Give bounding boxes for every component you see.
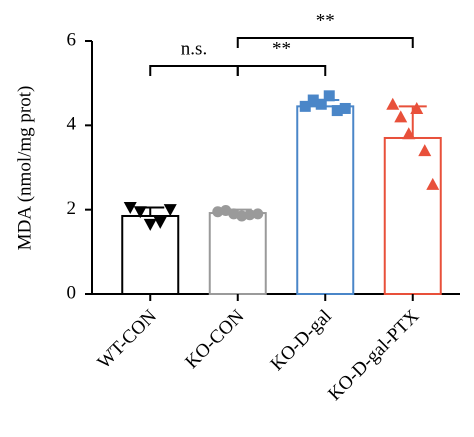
data-point — [143, 218, 157, 231]
significance-bracket — [236, 65, 327, 76]
data-point — [323, 90, 335, 102]
y-tick-label: 6 — [67, 29, 77, 50]
data-point — [163, 204, 177, 217]
data-point — [402, 127, 416, 140]
data-point — [252, 208, 264, 220]
y-tick-label: 2 — [67, 198, 77, 219]
data-point — [394, 110, 408, 123]
data-point — [426, 177, 440, 190]
data-point — [153, 216, 167, 229]
significance-bracket — [149, 65, 239, 76]
data-point — [339, 102, 351, 114]
x-tick-label: KO-CON — [181, 306, 248, 373]
bar — [208, 212, 267, 295]
x-tick-label: WT-CON — [94, 306, 162, 374]
data-point — [331, 105, 343, 117]
bar — [296, 105, 355, 295]
data-point — [307, 94, 319, 106]
data-point — [123, 202, 137, 215]
significance-bracket — [236, 37, 414, 48]
x-tick-label: KO-D-gal-PTX — [324, 306, 423, 405]
y-tick-label: 4 — [67, 114, 77, 135]
bar — [383, 136, 442, 295]
significance-label: ** — [316, 10, 335, 31]
data-point — [244, 209, 256, 221]
x-tick-label: KO-D-gal — [267, 306, 336, 375]
y-axis-label: MDA (nmol/mg prot) — [14, 86, 35, 251]
data-point — [133, 206, 147, 219]
data-point — [386, 97, 400, 110]
data-point — [299, 100, 311, 112]
significance-label: n.s. — [181, 38, 207, 59]
data-point — [410, 101, 424, 114]
significance-label: ** — [272, 38, 291, 59]
y-tick-label: 0 — [67, 282, 77, 303]
data-point — [418, 144, 432, 157]
data-point — [315, 98, 327, 110]
